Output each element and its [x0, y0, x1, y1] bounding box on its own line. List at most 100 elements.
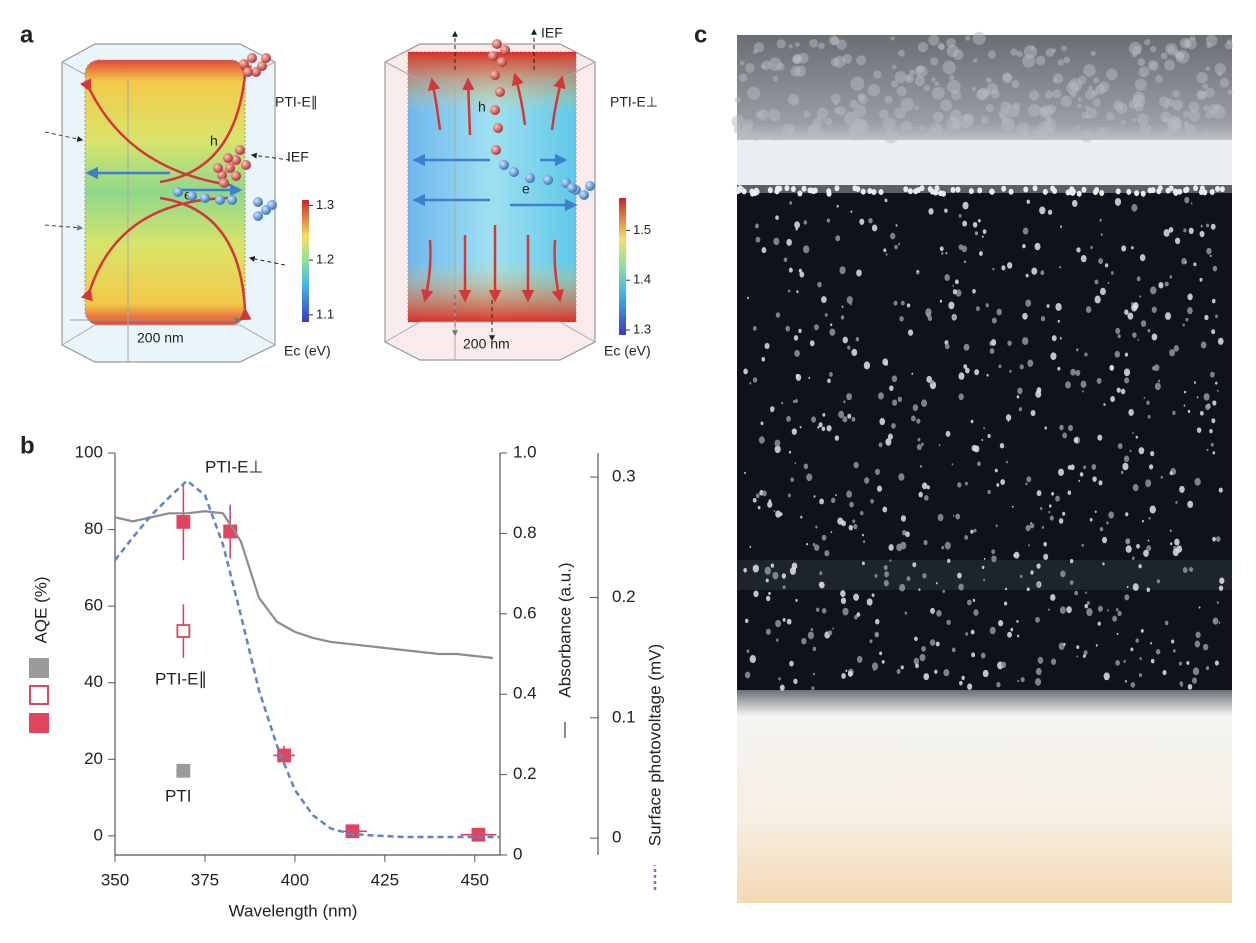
- bubble: [1193, 185, 1199, 192]
- bubble: [1098, 480, 1103, 486]
- bubble: [1174, 538, 1180, 546]
- foam: [858, 94, 868, 105]
- bubble: [944, 343, 950, 350]
- foam: [772, 134, 779, 141]
- bubble: [921, 442, 924, 447]
- foam: [890, 36, 895, 41]
- bubble: [935, 641, 940, 647]
- bubble: [1135, 435, 1139, 439]
- bubble: [793, 335, 799, 341]
- bubble: [790, 477, 794, 483]
- bubble: [854, 615, 858, 620]
- bubble: [1146, 587, 1151, 592]
- bubble: [743, 568, 747, 573]
- bubble: [912, 404, 919, 412]
- bubble: [778, 677, 781, 681]
- foam: [1010, 48, 1018, 56]
- bubble: [888, 544, 894, 551]
- bubble: [1094, 279, 1099, 285]
- bubble: [1168, 227, 1174, 233]
- foam: [1083, 64, 1096, 77]
- bubble: [1067, 188, 1073, 195]
- bubble: [1178, 661, 1183, 666]
- y-tick-label: 80: [84, 519, 103, 538]
- bubble: [828, 630, 833, 636]
- bubble: [788, 267, 793, 273]
- diagram-title: PTI-E∥: [275, 94, 318, 110]
- colorbar-label: Ec (eV): [284, 343, 331, 359]
- bubble: [852, 185, 858, 192]
- bubble: [996, 483, 1000, 487]
- bubble: [1212, 265, 1218, 272]
- bubble: [889, 385, 894, 391]
- bubble: [912, 562, 917, 568]
- y3-tick-label: 0.2: [612, 587, 636, 606]
- foam: [919, 124, 925, 131]
- foam: [1165, 98, 1174, 107]
- bubble: [1205, 666, 1210, 671]
- bubble: [954, 279, 959, 285]
- bubble: [755, 493, 760, 499]
- bubble: [1047, 608, 1050, 611]
- foam: [1022, 54, 1036, 68]
- bubble: [900, 515, 907, 522]
- bubble: [1213, 619, 1216, 623]
- hole-particle: [497, 57, 507, 67]
- bubble: [862, 540, 866, 544]
- bubble: [846, 296, 853, 304]
- colorbar-tick-label: 1.2: [316, 252, 334, 267]
- bubble: [868, 218, 873, 224]
- bubble: [906, 303, 911, 308]
- bubble: [1103, 672, 1110, 681]
- bubble: [1013, 551, 1020, 559]
- bubble: [967, 683, 973, 690]
- foam: [948, 74, 955, 81]
- bubble: [1127, 312, 1134, 320]
- hole-label: h: [210, 133, 218, 149]
- bubble: [1025, 299, 1032, 307]
- x-tick-label: 425: [371, 870, 399, 889]
- hole-particle: [247, 53, 257, 63]
- marker: [176, 763, 191, 778]
- foam: [867, 84, 881, 97]
- foam: [1139, 123, 1152, 135]
- bubble: [970, 419, 974, 424]
- bubble: [1128, 409, 1134, 416]
- bubble: [1117, 443, 1123, 450]
- bubble: [764, 342, 770, 350]
- bubble: [806, 542, 809, 546]
- bubble: [1027, 359, 1034, 367]
- hole-particle: [492, 39, 502, 49]
- bubble: [883, 579, 889, 587]
- hole-particle: [235, 145, 245, 155]
- bubble: [991, 549, 996, 555]
- bubble: [1187, 293, 1193, 301]
- annotation: PTI-E⊥: [205, 457, 263, 476]
- bubble: [812, 646, 817, 652]
- bubble: [814, 544, 820, 551]
- bubble: [826, 188, 832, 195]
- bubble: [1150, 641, 1153, 645]
- foam: [1204, 87, 1215, 98]
- bubble: [849, 501, 854, 508]
- bubble: [765, 578, 769, 583]
- bubble: [863, 361, 871, 370]
- electron-particle: [253, 211, 263, 221]
- bubble: [803, 463, 809, 470]
- bubble: [775, 510, 782, 518]
- bubble: [1094, 187, 1100, 194]
- bubble: [1131, 556, 1135, 560]
- bubble: [797, 190, 803, 197]
- foam: [1001, 117, 1015, 131]
- foam: [1030, 45, 1036, 51]
- bubble: [944, 208, 948, 213]
- bubble: [1051, 335, 1057, 342]
- bubble: [958, 393, 964, 401]
- bubble: [1059, 424, 1064, 431]
- foam: [1035, 55, 1046, 66]
- foam: [1172, 99, 1183, 111]
- foam: [836, 39, 847, 50]
- marker: [345, 824, 360, 839]
- bubble: [1028, 544, 1031, 547]
- bubble: [943, 668, 950, 677]
